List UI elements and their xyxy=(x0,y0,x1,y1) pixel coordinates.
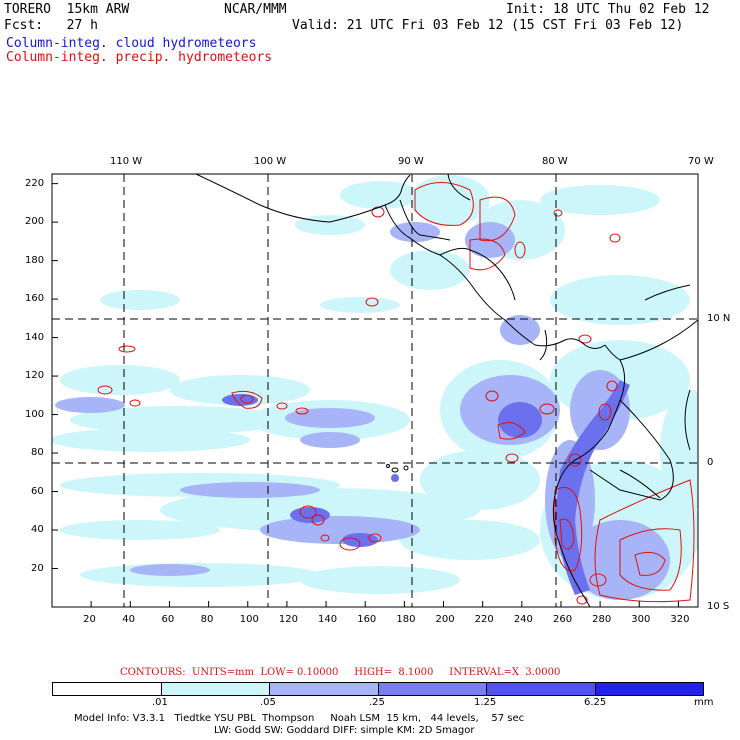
valid-time: Valid: 21 UTC Fri 03 Feb 12 (15 CST Fri … xyxy=(292,18,684,33)
x-tick-label: 240 xyxy=(513,614,533,625)
x-tick-label: 220 xyxy=(474,614,494,625)
legend-swatch xyxy=(487,683,596,695)
legend-swatch xyxy=(270,683,379,695)
lon-label: 110 W xyxy=(110,156,143,167)
x-tick-label: 100 xyxy=(239,614,259,625)
coastlines xyxy=(195,174,698,607)
x-tick-label: 200 xyxy=(435,614,455,625)
legend-unit: mm xyxy=(694,697,714,708)
x-tick-label: 20 xyxy=(83,614,96,625)
legend-swatch xyxy=(595,683,703,695)
y-tick-label: 140 xyxy=(25,331,45,343)
lat-label: 10 N xyxy=(707,313,731,324)
x-tick-label: 120 xyxy=(278,614,298,625)
x-tick-label: 280 xyxy=(592,614,612,625)
model-title: TORERO 15km ARW xyxy=(4,2,130,17)
lon-label: 80 W xyxy=(542,156,568,167)
x-tick-label: 180 xyxy=(396,614,416,625)
x-tick-label: 80 xyxy=(200,614,214,625)
model-physics: LW: Godd SW: Goddard DIFF: simple KM: 2D… xyxy=(214,725,475,736)
legend-swatch xyxy=(161,683,270,695)
x-tick-label: 260 xyxy=(552,614,573,625)
lat-label: 0 xyxy=(707,457,714,468)
x-tick-label: 40 xyxy=(122,614,136,625)
center-name: NCAR/MMM xyxy=(224,2,287,17)
y-tick-label: 40 xyxy=(31,524,44,536)
legend-level: 1.25 xyxy=(474,697,497,708)
legend-level: 6.25 xyxy=(584,697,607,708)
forecast-hour: Fcst: 27 h xyxy=(4,18,98,33)
y-tick-label: 160 xyxy=(25,293,45,305)
y-tick-label: 20 xyxy=(31,562,44,574)
y-tick-label: 120 xyxy=(25,370,45,382)
lat-label: 10 S xyxy=(707,601,730,612)
y-tick-label: 100 xyxy=(25,408,45,420)
y-tick-label: 220 xyxy=(25,177,45,189)
precip-hydrometeors-contours xyxy=(97,182,695,605)
y-tick-label: 60 xyxy=(31,485,44,497)
field-precip-label: Column-integ. precip. hydrometeors xyxy=(6,50,273,65)
x-tick-label: 160 xyxy=(357,614,377,625)
legend-level: .01 xyxy=(152,697,168,708)
x-tick-label: 140 xyxy=(318,614,338,625)
field-cloud-label: Column-integ. cloud hydrometeors xyxy=(6,36,257,51)
model-info: Model Info: V3.3.1 Tiedtke YSU PBL Thomp… xyxy=(74,713,525,724)
contour-info: CONTOURS: UNITS=mm LOW= 0.10000 HIGH= 8.… xyxy=(120,667,561,678)
y-tick-label: 200 xyxy=(25,216,45,228)
lon-label: 100 W xyxy=(254,156,287,167)
lon-label: 70 W xyxy=(688,156,714,167)
legend-level: .25 xyxy=(369,697,385,708)
color-legend xyxy=(52,682,704,696)
x-tick-label: 300 xyxy=(631,614,651,625)
legend-swatch xyxy=(378,683,487,695)
y-tick-label: 80 xyxy=(31,447,44,459)
init-time: Init: 18 UTC Thu 02 Feb 12 xyxy=(506,2,710,17)
y-tick-label: 180 xyxy=(25,254,45,266)
plot-frame xyxy=(51,173,699,608)
lat-lon-grid xyxy=(52,174,698,607)
legend-level: .05 xyxy=(260,697,276,708)
x-tick-label: 60 xyxy=(161,614,175,625)
x-tick-label: 320 xyxy=(670,614,690,625)
lon-label: 90 W xyxy=(398,156,424,167)
legend-swatch xyxy=(53,683,162,695)
